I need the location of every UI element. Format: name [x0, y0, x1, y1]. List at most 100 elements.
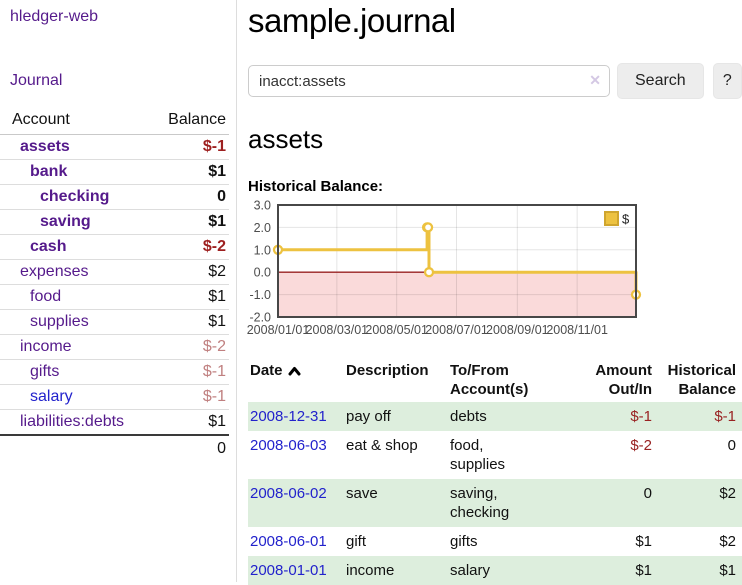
register-date-cell: 2008-06-02	[248, 479, 344, 527]
register-row: 2008-06-03 eat & shop food, supplies $-2 0	[248, 431, 742, 479]
data-point-marker	[422, 222, 434, 233]
x-axis-tick-label: 2008/11/01	[546, 323, 608, 337]
register-accounts-cell: food, supplies	[450, 437, 506, 473]
account-row: income $-2	[0, 334, 229, 360]
accounts-table-header-row: Account Balance	[0, 108, 229, 135]
search-input[interactable]	[248, 65, 610, 97]
register-date-cell: 2008-06-03	[248, 431, 344, 479]
balance-column-header-main: Historical Balance	[667, 362, 736, 398]
y-axis-tick-label: -1.0	[249, 288, 271, 302]
register-row: 2008-06-01 gift gifts $1 $2	[248, 527, 742, 556]
account-row: gifts $-1	[0, 359, 229, 385]
account-row: salary $-1	[0, 384, 229, 410]
sidebar-account-link-supplies[interactable]: supplies	[30, 313, 89, 330]
transaction-date-link[interactable]: 2008-06-02	[250, 485, 327, 502]
account-balance: $-1	[153, 134, 229, 160]
register-row: 2008-01-01 income salary $1 $1	[248, 556, 742, 585]
account-balance: $1	[153, 409, 229, 436]
account-name-cell: supplies	[0, 309, 154, 335]
account-name-cell: gifts	[0, 359, 154, 385]
register-table: Date Description To/From Account(s) Amou…	[248, 358, 742, 585]
y-axis-tick-label: 0.0	[254, 266, 271, 280]
register-date-cell: 2008-12-31	[248, 402, 344, 431]
transaction-date-link[interactable]: 2008-06-01	[250, 533, 327, 550]
account-balance: $1	[153, 309, 229, 335]
x-axis-tick-label: 2008/03/01	[306, 323, 369, 337]
data-point-marker	[423, 267, 435, 278]
search-bar: ✕ Search ?	[248, 63, 742, 99]
account-name-cell: saving	[0, 209, 154, 235]
register-amount-cell: 0	[643, 485, 652, 502]
x-axis-tick-label: 2008/05/01	[365, 323, 428, 337]
date-column-header[interactable]: Date	[248, 358, 344, 402]
account-balance: $1	[153, 209, 229, 235]
y-axis-tick-label: 2.0	[254, 221, 271, 235]
account-row: liabilities:debts $1	[0, 409, 229, 436]
account-balance: $1	[153, 284, 229, 310]
sidebar-account-link-cash[interactable]: cash	[30, 238, 67, 255]
main-content: sample.journal ✕ Search ? assets Histori…	[247, 0, 742, 585]
chart-title: Historical Balance:	[248, 178, 384, 195]
transaction-date-link[interactable]: 2008-12-31	[250, 408, 327, 425]
y-axis-tick-label: 1.0	[254, 243, 271, 257]
sidebar: hledger-web Journal Account Balance asse…	[0, 0, 237, 582]
transaction-date-link[interactable]: 2008-06-03	[250, 437, 327, 454]
account-row: supplies $1	[0, 309, 229, 335]
sidebar-account-link-checking[interactable]: checking	[40, 188, 110, 205]
sidebar-account-link-expenses[interactable]: expenses	[20, 263, 89, 280]
register-description-cell: save	[346, 485, 378, 502]
plot-border	[277, 204, 637, 318]
legend-swatch	[604, 211, 619, 226]
register-balance-cell: $2	[719, 485, 736, 502]
register-date-cell: 2008-06-01	[248, 527, 344, 556]
date-header-label: Date	[250, 362, 283, 379]
register-accounts-cell: saving, checking	[450, 485, 510, 521]
search-button[interactable]: Search	[617, 63, 704, 99]
sidebar-account-link-salary[interactable]: salary	[30, 388, 73, 405]
sidebar-item-journal[interactable]: Journal	[10, 72, 63, 89]
register-accounts-cell: salary	[450, 562, 491, 579]
register-balance-cell: $-1	[714, 408, 736, 425]
sidebar-account-link-gifts[interactable]: gifts	[30, 363, 60, 380]
register-description-cell: eat & shop	[346, 437, 418, 454]
account-name-cell: food	[0, 284, 154, 310]
accounts-table: Account Balance assets $-1 bank $1 checking 0…	[0, 108, 229, 461]
register-accounts-cell: gifts	[450, 533, 478, 550]
sidebar-account-link-saving[interactable]: saving	[40, 213, 91, 230]
spacer	[0, 434, 154, 461]
account-name-cell: checking	[0, 184, 154, 210]
register-amount-cell: $1	[635, 533, 652, 550]
register-description-cell: income	[346, 562, 395, 579]
amount-column-header: Amount Out/In	[595, 362, 652, 398]
balance-chart-svg: 3.0 2.0 1.0 0.0 -1.0 -2.02008/01/012008/03/01…	[247, 199, 642, 337]
register-description-cell: pay off	[346, 408, 391, 425]
account-balance: $-1	[153, 384, 229, 410]
register-amount-cell: $-1	[630, 408, 652, 425]
register-header-row: Date Description To/From Account(s) Amou…	[248, 358, 742, 402]
negative-region	[278, 272, 636, 317]
balance-column-header: Balance	[153, 108, 229, 135]
legend-label: $	[622, 212, 630, 227]
account-balance: $1	[153, 159, 229, 185]
register-date-cell: 2008-01-01	[248, 556, 344, 585]
account-name-cell: expenses	[0, 259, 154, 285]
account-balance: $-1	[153, 359, 229, 385]
clear-search-icon[interactable]: ✕	[589, 72, 601, 88]
x-axis-tick-label: 2008/07/01	[425, 323, 488, 337]
register-balance-cell: $2	[719, 533, 736, 550]
help-button[interactable]: ?	[712, 63, 742, 99]
sidebar-account-link-bank[interactable]: bank	[30, 163, 68, 180]
account-balance: 0	[153, 184, 229, 210]
app-brand-link[interactable]: hledger-web	[10, 8, 99, 25]
sidebar-account-link-food[interactable]: food	[30, 288, 62, 305]
sidebar-account-link-liabilities-debts[interactable]: liabilities:debts	[20, 413, 125, 430]
account-name-cell: bank	[0, 159, 154, 185]
accounts-column-header: Account	[0, 108, 154, 135]
sidebar-account-link-assets[interactable]: assets	[20, 138, 70, 155]
register-row: 2008-12-31 pay off debts $-1 $-1	[248, 402, 742, 431]
sidebar-account-link-income[interactable]: income	[20, 338, 72, 355]
account-name-cell: liabilities:debts	[0, 409, 154, 436]
historical-balance-chart: 3.0 2.0 1.0 0.0 -1.0 -2.0 2008/01/01 2008/03/01…	[247, 199, 742, 342]
account-name-cell: cash	[0, 234, 154, 260]
transaction-date-link[interactable]: 2008-01-01	[250, 562, 327, 579]
